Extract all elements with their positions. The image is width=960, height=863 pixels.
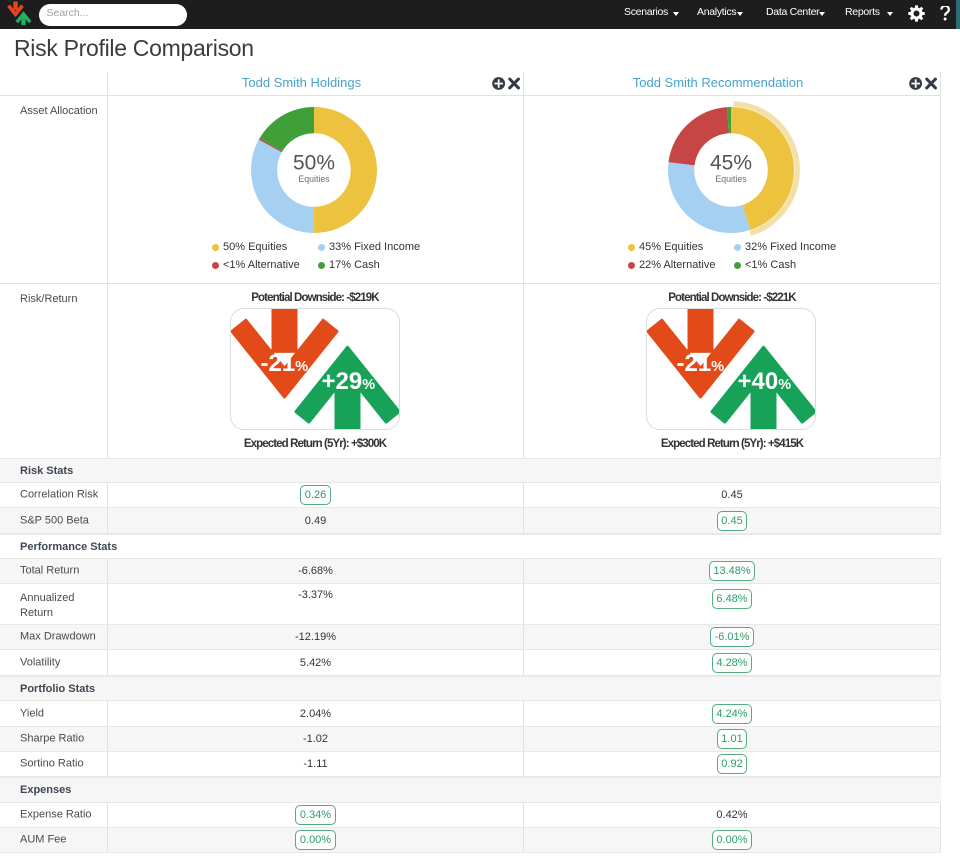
- svg-text:50%: 50%: [292, 152, 334, 175]
- svg-text:45%: 45%: [709, 152, 751, 175]
- svg-text:Equities: Equities: [715, 174, 747, 184]
- svg-text:Equities: Equities: [298, 174, 330, 184]
